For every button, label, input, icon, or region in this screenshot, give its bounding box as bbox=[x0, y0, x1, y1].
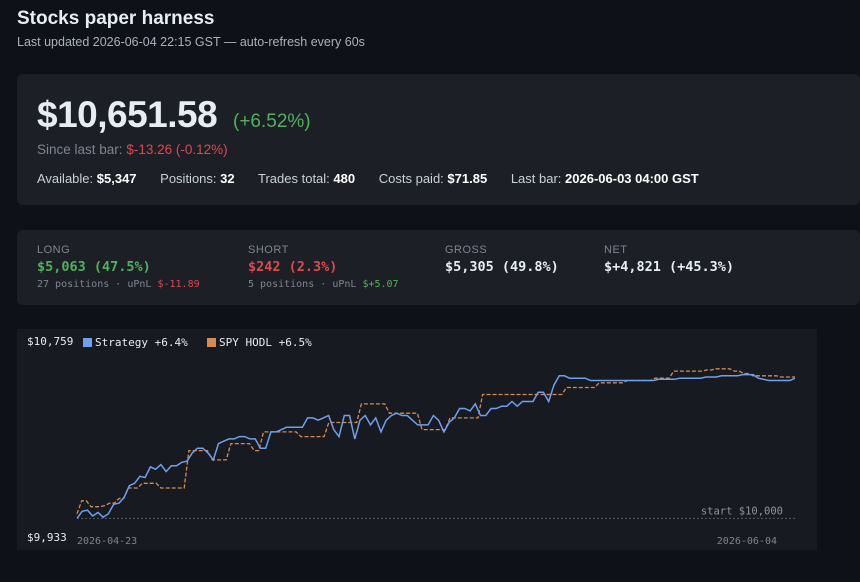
exposure-short-value: $242 (2.3%) bbox=[248, 259, 338, 275]
since-last-bar-label: Since last bar: bbox=[37, 142, 123, 157]
series-line-spy-hodl bbox=[76, 368, 795, 514]
exposure-long-label: LONG bbox=[37, 244, 71, 256]
long-positions-count: 27 positions bbox=[37, 279, 110, 290]
exposure-gross-label: GROSS bbox=[445, 244, 488, 256]
stat-costs-paid: Costs paid: $71.85 bbox=[379, 171, 487, 186]
stat-value: 32 bbox=[220, 171, 235, 186]
short-upnl-value: $+5.07 bbox=[362, 279, 399, 290]
upnl-label: uPnL bbox=[127, 279, 152, 290]
equity-chart: $10,759 $9,933 2026-04-23 2026-06-04 Str… bbox=[17, 329, 817, 550]
series-line-strategy bbox=[76, 373, 796, 519]
stat-trades-total: Trades total: 480 bbox=[258, 171, 355, 186]
since-last-bar-value: $-13.26 (-0.12%) bbox=[126, 142, 228, 157]
exposure-short-details: 5 positions · uPnL $+5.07 bbox=[248, 279, 399, 290]
exposure-long-value: $5,063 (47.5%) bbox=[37, 259, 151, 275]
exposure-gross-value: $5,305 (49.8%) bbox=[445, 259, 559, 275]
exposure-net: NET $+4,821 (+45.3%) bbox=[604, 244, 734, 275]
chart-legend: Strategy +6.4% SPY HODL +6.5% bbox=[83, 336, 312, 349]
stat-available: Available: $5,347 bbox=[37, 171, 137, 186]
portfolio-value: $10,651.58 bbox=[37, 94, 218, 135]
equity-chart-svg: $10,759 $9,933 2026-04-23 2026-06-04 Str… bbox=[27, 335, 796, 547]
page-title: Stocks paper harness bbox=[17, 8, 215, 29]
exposure-net-label: NET bbox=[604, 244, 628, 256]
stat-value: 480 bbox=[333, 171, 356, 186]
baseline-label: start $10,000 bbox=[701, 505, 783, 517]
y-min-label: $9,933 bbox=[27, 531, 67, 544]
exposure-short-label: SHORT bbox=[248, 244, 289, 256]
x-start-label: 2026-04-23 bbox=[77, 536, 137, 547]
stat-value: 2026-06-03 04:00 GST bbox=[565, 171, 699, 186]
exposure-short: SHORT $242 (2.3%) 5 positions · uPnL $+5… bbox=[248, 244, 399, 290]
stat-label: Available: bbox=[37, 171, 94, 186]
stat-value: $5,347 bbox=[96, 171, 137, 186]
stat-label: Trades total: bbox=[258, 171, 330, 186]
separator-dot: · bbox=[115, 279, 122, 290]
stat-label: Positions: bbox=[160, 171, 217, 186]
long-upnl-value: $-11.89 bbox=[157, 279, 200, 290]
short-positions-count: 5 positions bbox=[248, 279, 315, 290]
portfolio-change: (+6.52%) bbox=[233, 111, 311, 132]
stat-label: Last bar: bbox=[510, 171, 562, 186]
stat-value: $71.85 bbox=[447, 171, 488, 186]
legend-label-strategy: Strategy +6.4% bbox=[95, 336, 188, 349]
exposure-long-details: 27 positions · uPnL $-11.89 bbox=[37, 279, 200, 290]
stat-last-bar: Last bar: 2026-06-03 04:00 GST bbox=[511, 171, 699, 186]
legend-swatch-spy bbox=[207, 338, 216, 347]
stat-label: Costs paid: bbox=[378, 171, 444, 186]
exposure-gross: GROSS $5,305 (49.8%) bbox=[445, 244, 559, 275]
upnl-label: uPnL bbox=[332, 279, 357, 290]
stat-positions: Positions: 32 bbox=[160, 171, 234, 186]
legend-swatch-strategy bbox=[83, 338, 92, 347]
x-end-label: 2026-06-04 bbox=[717, 536, 777, 547]
portfolio-summary-card: $10,651.58 (+6.52%) Since last bar: $-13… bbox=[17, 74, 860, 205]
exposure-net-value: $+4,821 (+45.3%) bbox=[604, 259, 735, 275]
exposure-card: LONG $5,063 (47.5%) 27 positions · uPnL … bbox=[17, 230, 860, 305]
stats-row: Available: $5,347 Positions: 32 Trades t… bbox=[37, 171, 719, 186]
y-max-label: $10,759 bbox=[27, 335, 73, 348]
exposure-long: LONG $5,063 (47.5%) 27 positions · uPnL … bbox=[37, 244, 200, 290]
legend-label-spy: SPY HODL +6.5% bbox=[219, 336, 312, 349]
separator-dot: · bbox=[320, 279, 327, 290]
last-updated-text: Last updated 2026-06-04 22:15 GST — auto… bbox=[17, 35, 365, 49]
since-last-bar: Since last bar: $-13.26 (-0.12%) bbox=[37, 142, 228, 157]
